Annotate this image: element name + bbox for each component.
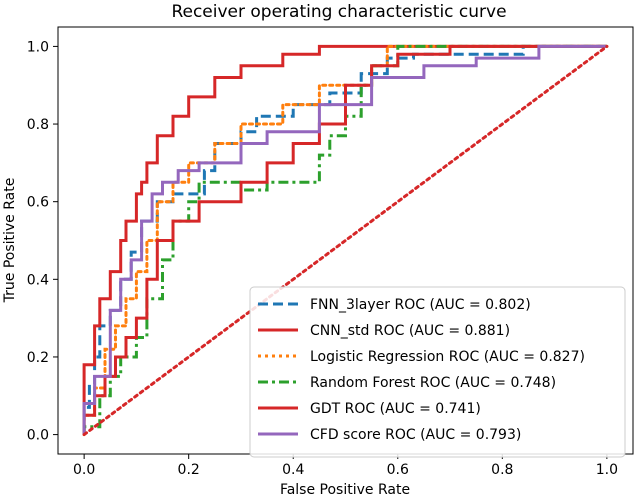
roc-curve-0 bbox=[82, 44, 607, 435]
y-tick-label: 0.8 bbox=[27, 117, 49, 133]
x-axis-label: False Positive Rate bbox=[280, 482, 410, 498]
y-axis-label: True Positive Rate bbox=[2, 178, 18, 304]
x-tick-label: 0.8 bbox=[491, 462, 513, 478]
roc-curve-2 bbox=[82, 44, 609, 437]
legend-label: CNN_std ROC (AUC = 0.881) bbox=[310, 323, 510, 339]
legend: FNN_3layer ROC (AUC = 0.802) CNN_std ROC … bbox=[249, 286, 626, 458]
legend-box bbox=[249, 286, 626, 458]
y-tick-label: 0.6 bbox=[27, 195, 49, 211]
legend-label: Logistic Regression ROC (AUC = 0.827) bbox=[310, 349, 585, 365]
legend-label: GDT ROC (AUC = 0.741) bbox=[310, 401, 481, 417]
roc-curve-5 bbox=[82, 44, 607, 435]
chance-diagonal-line bbox=[82, 44, 609, 437]
x-tick-label: 0.0 bbox=[73, 462, 95, 478]
y-tick-label: 0.2 bbox=[27, 350, 49, 366]
y-tick-label: 1.0 bbox=[27, 39, 49, 55]
roc-curve-3 bbox=[82, 44, 607, 435]
chart-title: Receiver operating characteristic curve bbox=[171, 2, 506, 22]
legend-label: Random Forest ROC (AUC = 0.748) bbox=[310, 375, 556, 391]
y-tick-label: 0.4 bbox=[27, 272, 49, 288]
axis-ticks: 0.0 0.2 0.4 0.6 0.8 1.0 0.0 0.2 0.4 0.6 0.8 1.0 bbox=[27, 39, 618, 478]
series-layer bbox=[82, 44, 609, 437]
x-tick-label: 0.6 bbox=[387, 462, 409, 478]
x-tick-label: 0.2 bbox=[178, 462, 200, 478]
roc-curve-1 bbox=[82, 44, 607, 435]
x-tick-label: 0.4 bbox=[282, 462, 304, 478]
x-tick-label: 1.0 bbox=[596, 462, 618, 478]
legend-label: FNN_3layer ROC (AUC = 0.802) bbox=[310, 297, 531, 313]
legend-label: CFD score ROC (AUC = 0.793) bbox=[310, 427, 521, 443]
y-tick-label: 0.0 bbox=[27, 428, 49, 444]
